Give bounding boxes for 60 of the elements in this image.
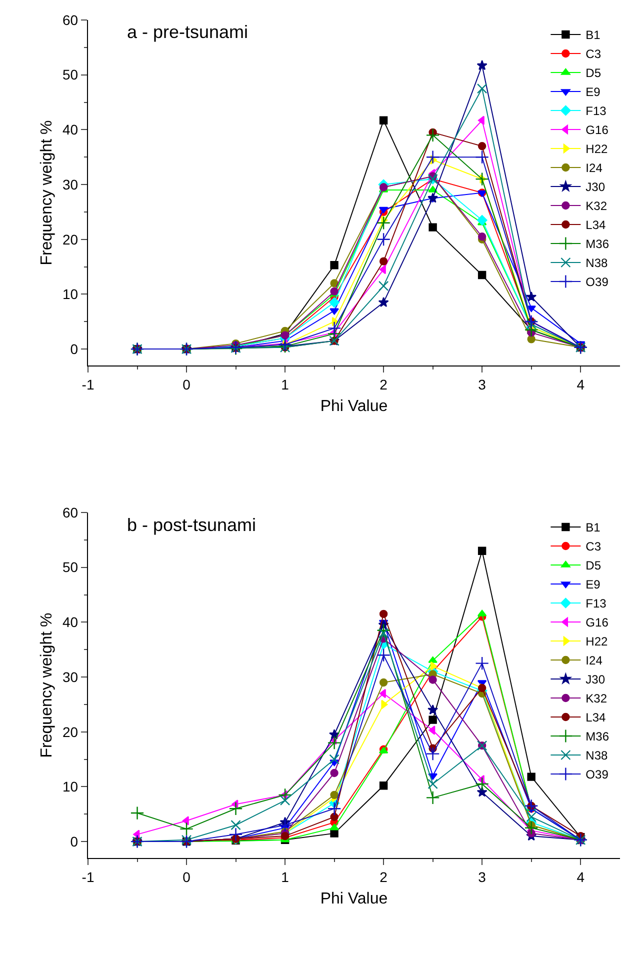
legend-label: J30: [586, 180, 606, 194]
legend-label: B1: [586, 28, 601, 42]
legend-label: B1: [586, 520, 601, 535]
legend-label: C3: [586, 540, 602, 554]
legend-label: D5: [586, 66, 602, 80]
legend-label: E9: [586, 578, 601, 592]
legend-label: L34: [586, 710, 606, 725]
chart-title: a - pre-tsunami: [127, 22, 248, 42]
x-tick-label: 1: [281, 376, 290, 392]
x-tick-label: 4: [576, 868, 585, 885]
legend-label: N38: [586, 748, 608, 763]
y-tick-label: 0: [70, 833, 78, 850]
legend-label: K32: [586, 199, 608, 214]
x-axis-title: Phi Value: [320, 398, 388, 416]
x-tick-label: 1: [281, 868, 290, 885]
legend-label: M36: [586, 730, 610, 744]
legend-label: M36: [586, 237, 610, 252]
legend-label: D5: [586, 558, 602, 573]
legend-label: H22: [586, 634, 608, 649]
legend-label: E9: [586, 85, 601, 100]
legend-label: O39: [586, 768, 609, 782]
x-tick-label: 0: [182, 868, 191, 885]
x-tick-label: 2: [380, 376, 388, 392]
y-tick-label: 30: [62, 176, 78, 192]
x-tick-label: 4: [576, 376, 585, 392]
legend-label: N38: [586, 256, 608, 270]
x-tick-label: 3: [478, 868, 486, 885]
y-tick-label: 40: [62, 122, 78, 138]
y-tick-label: 20: [62, 724, 78, 740]
x-tick-label: 3: [478, 376, 486, 392]
x-axis-title: Phi Value: [320, 890, 388, 908]
legend-label: H22: [586, 142, 608, 156]
legend-label: K32: [586, 692, 608, 706]
x-tick-label: -1: [82, 868, 94, 885]
chart-title: b - post-tsunami: [127, 515, 256, 535]
y-tick-label: 30: [62, 668, 78, 685]
y-axis-title: Frequency weight %: [38, 612, 56, 758]
y-tick-label: 60: [62, 12, 78, 28]
legend-label: C3: [586, 47, 602, 62]
legend-label: I24: [586, 161, 603, 176]
x-tick-label: -1: [82, 376, 94, 392]
y-axis-title: Frequency weight %: [38, 120, 56, 266]
y-tick-label: 50: [62, 559, 78, 576]
legend-label: O39: [586, 275, 609, 290]
y-tick-label: 50: [62, 66, 78, 83]
legend-label: L34: [586, 218, 606, 232]
legend-label: F13: [586, 596, 607, 611]
x-tick-label: 2: [380, 868, 388, 885]
legend-label: G16: [586, 616, 609, 630]
y-tick-label: 10: [62, 778, 78, 795]
y-tick-label: 20: [62, 231, 78, 248]
y-tick-label: 10: [62, 286, 78, 302]
legend-label: F13: [586, 104, 607, 118]
legend-label: J30: [586, 672, 606, 687]
x-tick-label: 0: [182, 376, 191, 392]
y-tick-label: 60: [62, 504, 78, 520]
legend-label: G16: [586, 123, 609, 138]
y-tick-label: 40: [62, 614, 78, 630]
y-tick-label: 0: [70, 340, 78, 357]
legend-label: I24: [586, 654, 603, 668]
